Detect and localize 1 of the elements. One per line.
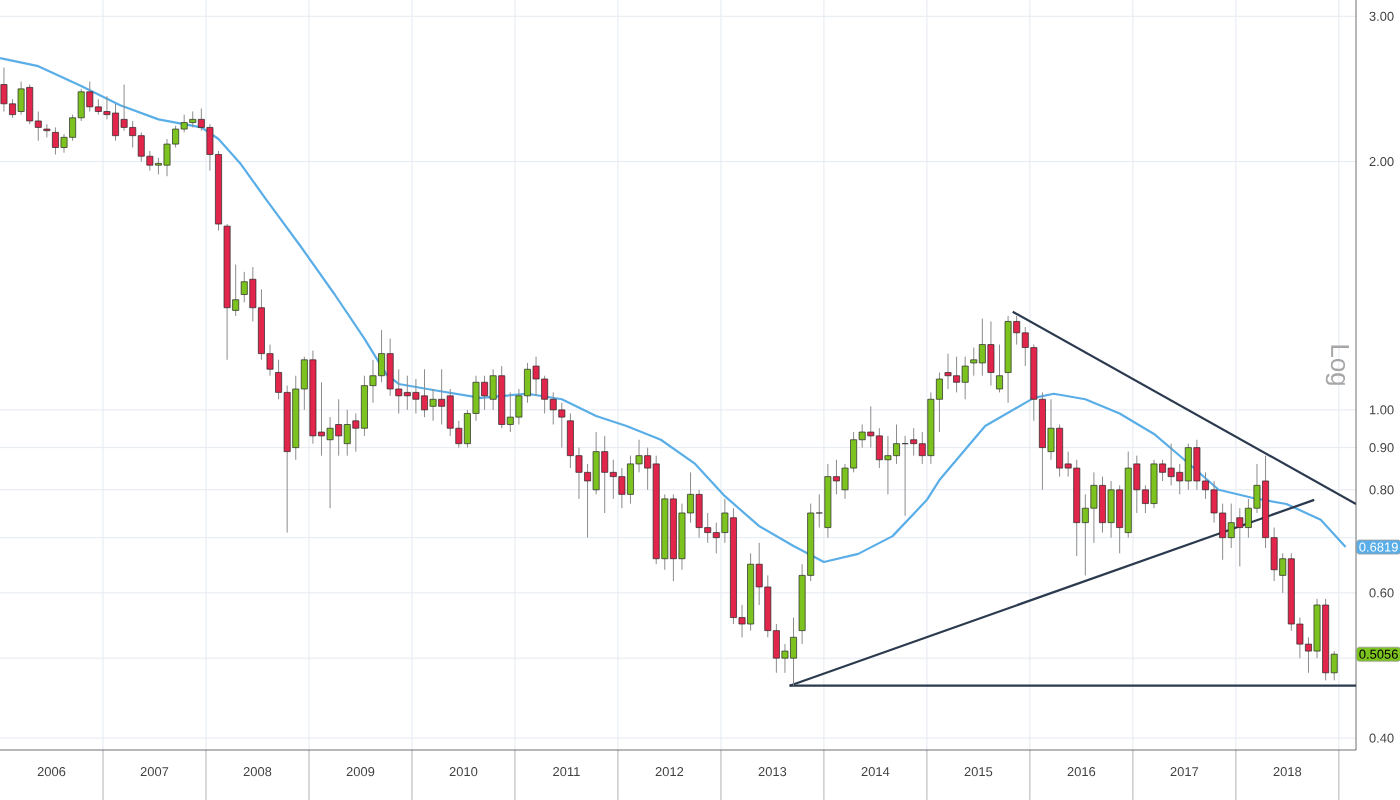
- y-axis-title: Log: [1325, 345, 1349, 385]
